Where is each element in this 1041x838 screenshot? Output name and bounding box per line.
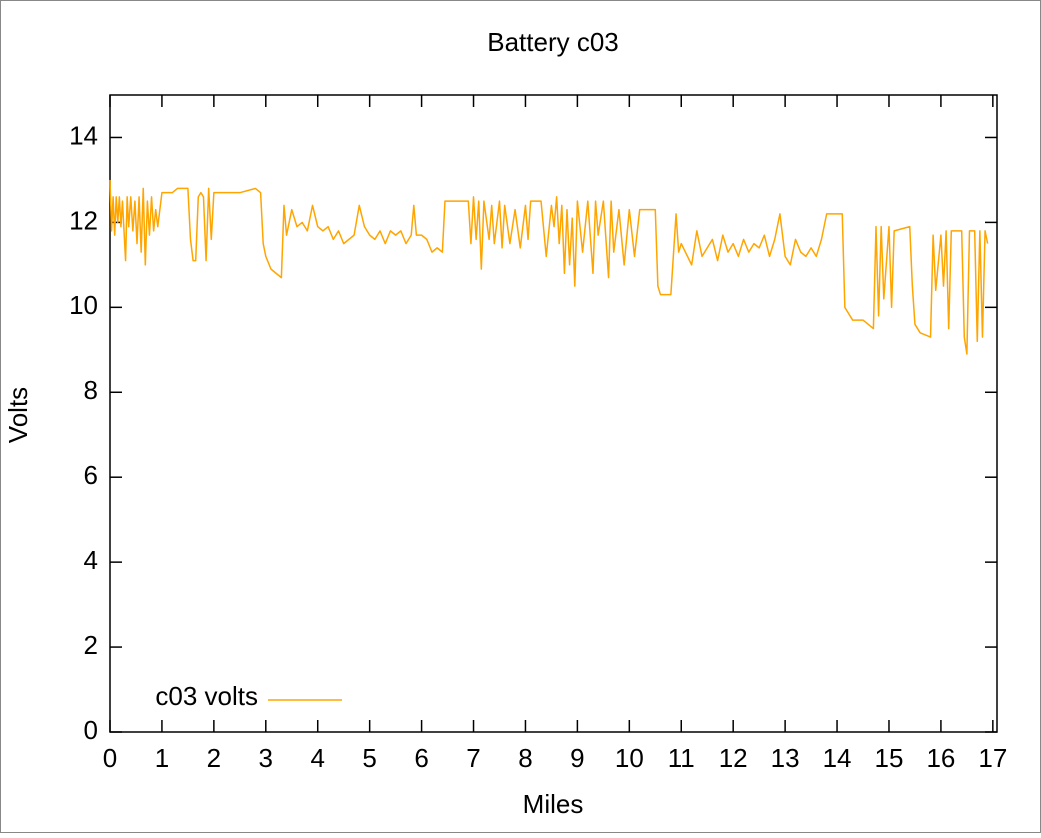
x-tick-label: 3 [259, 743, 273, 773]
x-tick-label: 13 [771, 743, 800, 773]
data-line [109, 179, 989, 355]
legend-label: c03 volts [155, 681, 258, 711]
y-tick-label: 10 [69, 290, 98, 320]
x-tick-label: 10 [615, 743, 644, 773]
x-tick-label: 1 [155, 743, 169, 773]
plot-border [109, 94, 998, 733]
y-tick-label: 14 [69, 120, 98, 150]
y-tick-label: 6 [84, 460, 98, 490]
y-axis-label: Volts [3, 387, 33, 443]
x-tick-label: 2 [207, 743, 221, 773]
x-tick-label: 15 [875, 743, 904, 773]
x-tick-label: 14 [823, 743, 852, 773]
x-tick-label: 0 [103, 743, 117, 773]
y-tick-label: 12 [69, 205, 98, 235]
x-tick-label: 5 [362, 743, 376, 773]
y-tick-label: 2 [84, 630, 98, 660]
y-tick-label: 4 [84, 545, 98, 575]
x-tick-label: 11 [668, 743, 695, 773]
x-tick-label: 9 [570, 743, 584, 773]
x-tick-label: 6 [414, 743, 428, 773]
y-tick-label: 8 [84, 375, 98, 405]
y-tick-label: 0 [84, 715, 98, 745]
x-tick-label: 4 [310, 743, 324, 773]
x-axis-label: Miles [523, 789, 584, 819]
x-tick-label: 7 [466, 743, 480, 773]
x-tick-label: 17 [978, 743, 1007, 773]
x-tick-label: 8 [518, 743, 532, 773]
chart-title: Battery c03 [487, 27, 619, 57]
x-tick-label: 12 [719, 743, 748, 773]
x-tick-label: 16 [926, 743, 955, 773]
